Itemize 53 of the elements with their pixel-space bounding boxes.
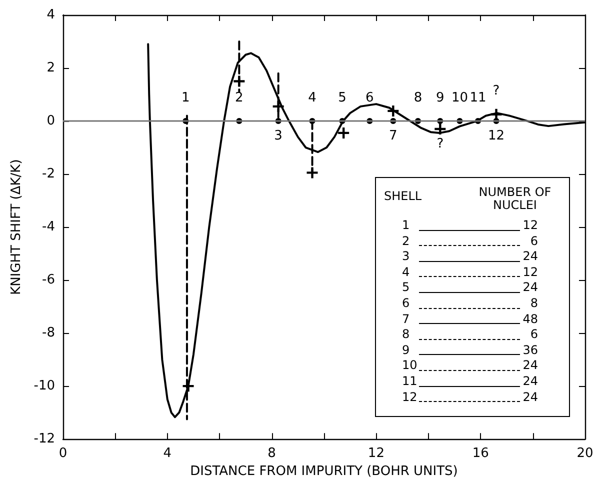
annotation: 7	[389, 128, 398, 144]
y-tick-label: -6	[42, 272, 55, 288]
point	[388, 105, 399, 116]
annotation: 11	[470, 90, 486, 106]
annotation: 1 12	[402, 218, 538, 234]
y-tick-label: -12	[34, 432, 55, 447]
y-tick-label: -10	[34, 378, 55, 394]
x-tick-label: 12	[368, 446, 384, 462]
x-tick-label: 8	[268, 446, 276, 462]
text: NUMBER OF NUCLEI	[478, 185, 552, 212]
annotation: 6	[366, 90, 374, 106]
annotation: 5	[338, 90, 346, 106]
point	[338, 127, 350, 138]
y-axis-title: KNIGHT SHIFT (ΔK/K)	[8, 159, 24, 295]
point	[234, 76, 245, 87]
annotation: 3	[274, 128, 282, 144]
annotation: 2 6	[402, 234, 538, 250]
annotation: 8 6	[402, 327, 538, 343]
annotation: 7 48	[402, 312, 538, 328]
annotation: 3 24	[402, 249, 538, 265]
annotation: 9	[436, 90, 444, 106]
annotation: 8	[414, 90, 422, 106]
point	[490, 108, 502, 120]
y-tick-label: -8	[42, 326, 55, 341]
annotation: 4 12	[402, 264, 538, 280]
y-tick-label: -4	[42, 220, 55, 235]
y-tick-label: -2	[42, 166, 55, 182]
x-tick-label: 4	[163, 446, 172, 462]
annotation: 9 36	[402, 342, 538, 358]
point	[434, 123, 446, 134]
annotation: ?	[436, 136, 444, 152]
annotation: 12 24	[402, 390, 538, 406]
annotation: 6 8	[402, 296, 538, 312]
x-tick-label: 16	[472, 446, 489, 462]
point	[306, 167, 318, 178]
text: SHELL	[384, 188, 422, 205]
annotation: 10 24	[402, 358, 538, 374]
annotation: 5 24	[402, 280, 538, 296]
x-axis-title: DISTANCE FROM IMPURITY (BOHR UNITS)	[190, 464, 458, 479]
x-tick-label: 20	[576, 446, 594, 462]
y-tick-label: 0	[46, 114, 55, 129]
annotation: 1	[182, 90, 190, 106]
annotation: ?	[492, 84, 500, 99]
y-tick-label: 4	[46, 8, 55, 22]
annotation: 4	[308, 90, 316, 106]
y-tick-label: 2	[46, 60, 55, 76]
annotation: 10	[451, 90, 468, 106]
annotation: 2	[235, 90, 244, 106]
annotation: 11 24	[402, 374, 538, 390]
point	[272, 100, 284, 112]
point	[182, 380, 194, 392]
x-tick-label: 0	[58, 446, 68, 462]
annotation: 12	[488, 128, 505, 144]
